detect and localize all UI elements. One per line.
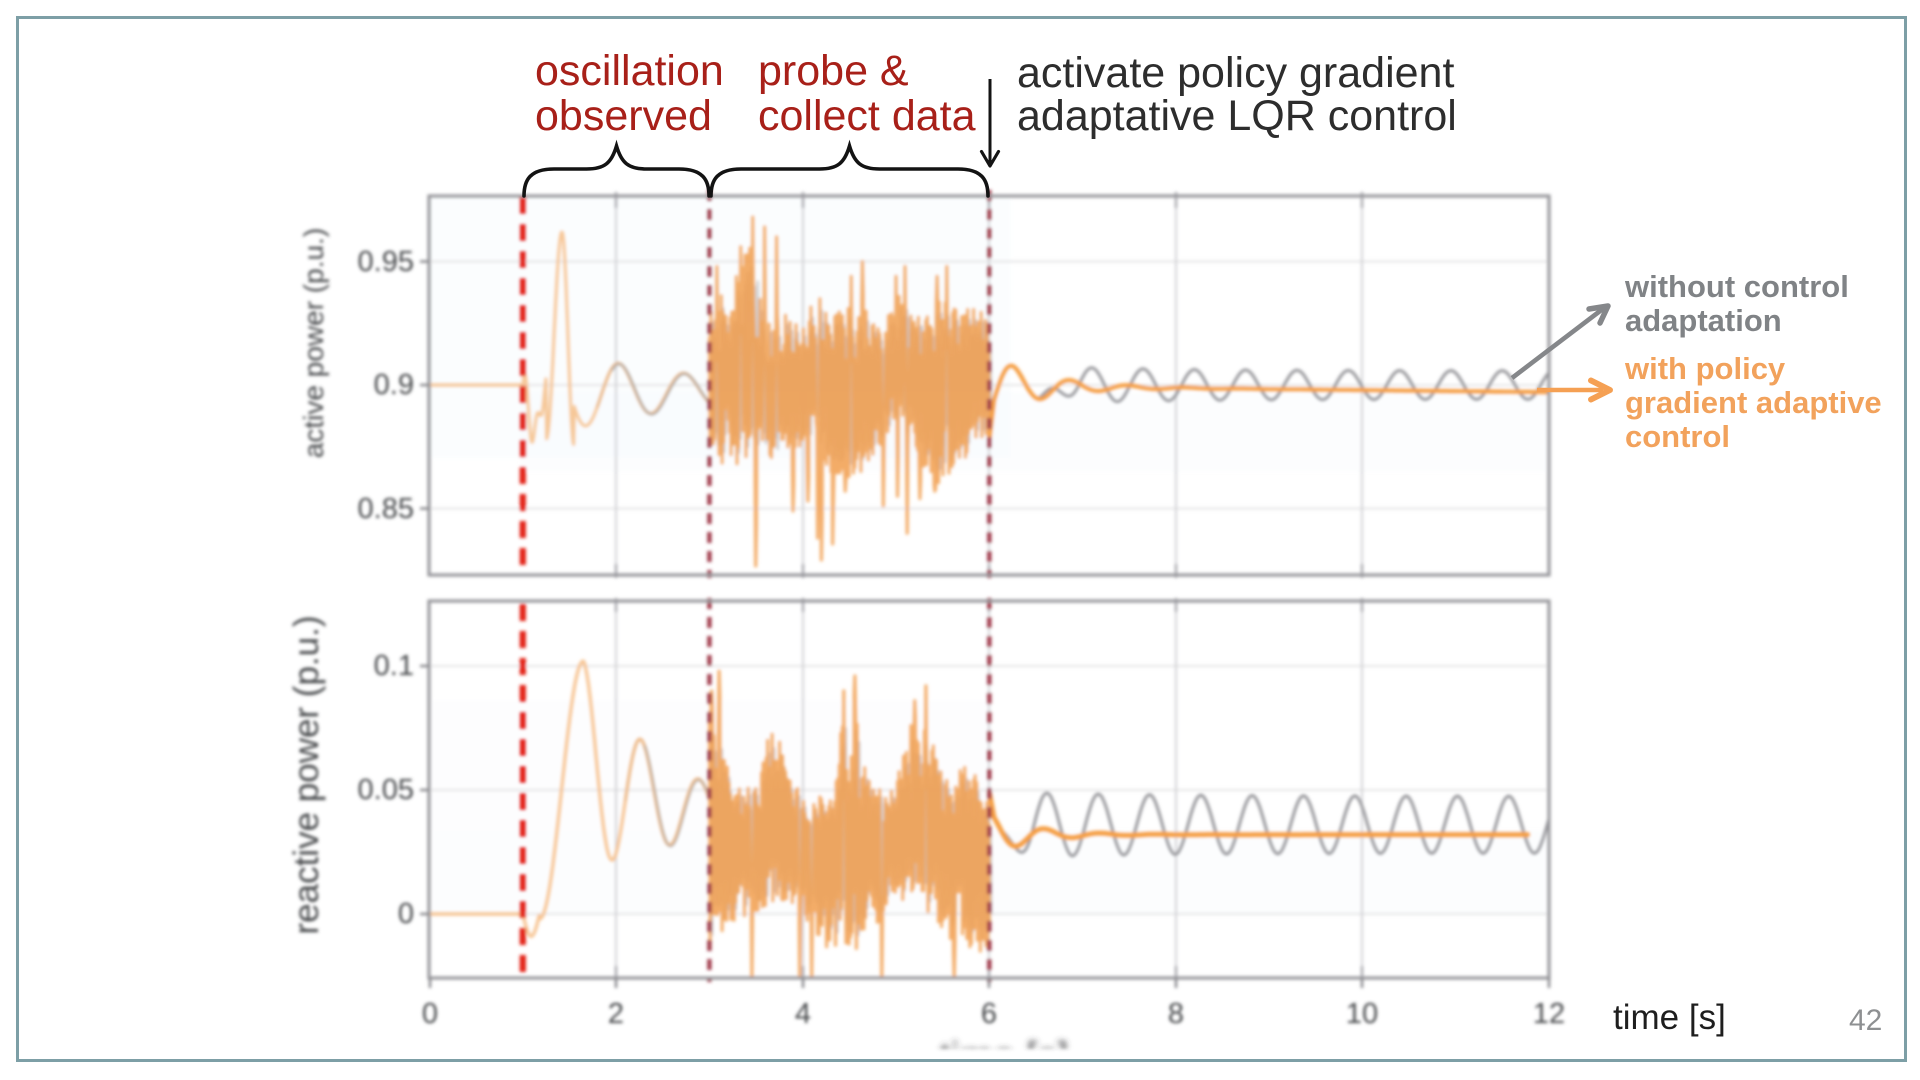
svg-text:reactive power (p.u.): reactive power (p.u.) [287, 615, 326, 934]
svg-text:0: 0 [398, 898, 414, 930]
svg-text:0: 0 [422, 998, 438, 1030]
svg-text:2: 2 [608, 998, 624, 1030]
svg-text:4: 4 [795, 998, 811, 1030]
svg-text:0.9: 0.9 [374, 369, 414, 401]
svg-text:0.85: 0.85 [358, 493, 414, 525]
svg-text:12: 12 [1533, 998, 1565, 1030]
svg-text:0.05: 0.05 [358, 774, 414, 806]
svg-text:time [s]: time [s] [940, 1035, 1069, 1079]
svg-text:6: 6 [981, 998, 997, 1030]
svg-text:10: 10 [1346, 998, 1378, 1030]
svg-text:0.95: 0.95 [358, 246, 414, 278]
svg-text:active power (p.u.): active power (p.u.) [298, 228, 329, 458]
svg-text:8: 8 [1168, 998, 1184, 1030]
svg-text:0.1: 0.1 [374, 650, 414, 682]
